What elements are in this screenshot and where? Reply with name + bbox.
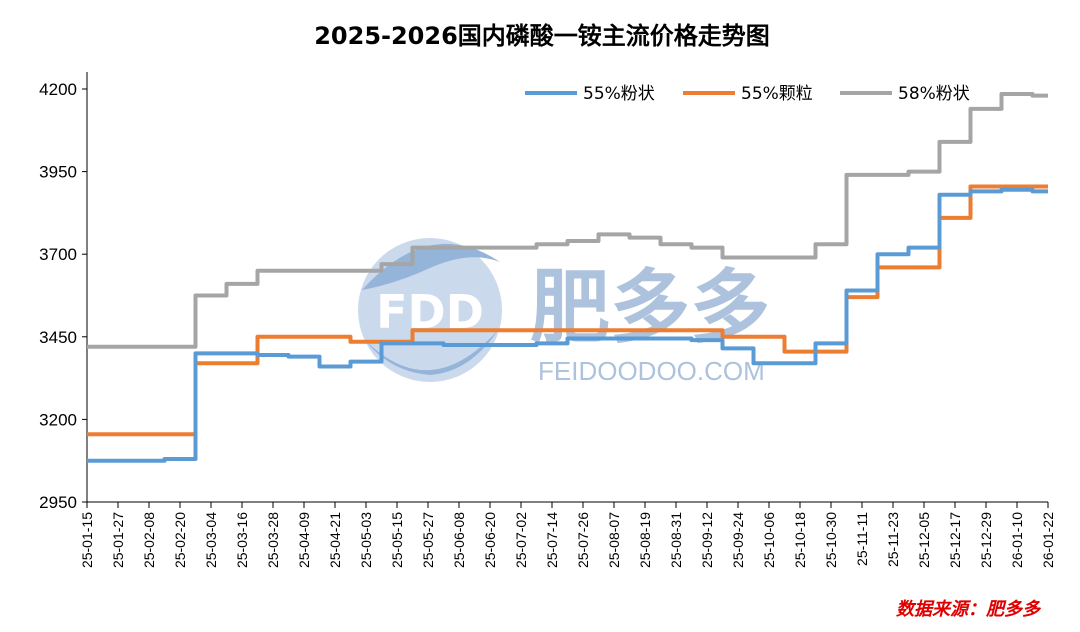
legend-label: 55%颗粒 [741, 84, 813, 104]
legend-label: 55%粉状 [583, 84, 655, 104]
x-tick-label: 25-10-30 [823, 512, 839, 568]
y-tick-label: 3200 [39, 410, 77, 429]
x-tick-label: 25-05-03 [358, 512, 374, 568]
x-tick-label: 25-11-11 [854, 512, 870, 566]
x-tick-label: 25-09-24 [730, 512, 746, 568]
legend: 55%粉状 55%颗粒 58%粉状 [525, 84, 970, 104]
x-tick-label: 25-09-12 [699, 512, 715, 568]
x-tick-label: 25-06-08 [451, 512, 467, 568]
x-tick-label: 25-08-19 [637, 512, 653, 568]
x-tick-label: 26-01-22 [1040, 512, 1056, 568]
x-tick-label: 25-05-15 [389, 512, 405, 568]
series-line-58%粉状 [87, 91, 1048, 349]
series-line-55%颗粒 [87, 184, 1048, 437]
chart-title: 2025-2026国内磷酸一铵主流价格走势图 [314, 22, 770, 50]
x-tick-label: 25-12-17 [947, 512, 963, 568]
watermark: FDD 肥多多 FEIDOODOO.COM [358, 238, 770, 386]
y-tick-label: 2950 [39, 493, 77, 512]
watermark-url: FEIDOODOO.COM [538, 356, 765, 386]
x-tick-label: 25-08-31 [668, 512, 684, 568]
x-tick-label: 25-08-07 [606, 512, 622, 568]
x-tick-label: 25-06-20 [482, 512, 498, 568]
x-tick-label: 25-10-06 [761, 512, 777, 568]
x-tick-label: 25-02-20 [172, 512, 188, 568]
x-tick-label: 25-10-18 [792, 512, 808, 568]
x-tick-label: 25-03-16 [234, 512, 250, 568]
x-tick-label: 25-11-23 [885, 512, 901, 567]
x-tick-label: 25-02-08 [141, 512, 157, 568]
y-tick-label: 4200 [39, 80, 77, 99]
x-tick-label: 25-04-09 [296, 512, 312, 568]
x-tick-label: 25-07-14 [544, 512, 560, 568]
y-tick-label: 3450 [39, 328, 77, 347]
x-tick-label: 25-01-15 [79, 512, 95, 568]
x-tick-label: 25-12-05 [916, 512, 932, 568]
x-tick-label: 25-03-28 [265, 512, 281, 568]
x-tick-label: 25-12-29 [978, 512, 994, 568]
y-tick-label: 3950 [39, 163, 77, 182]
x-tick-label: 25-05-27 [420, 512, 436, 568]
y-tick-label: 3700 [39, 245, 77, 264]
x-tick-label: 25-01-27 [110, 512, 126, 568]
x-tick-label: 26-01-10 [1009, 512, 1025, 568]
x-tick-label: 25-03-04 [203, 512, 219, 568]
series-line-55%粉状 [87, 187, 1048, 463]
x-tick-label: 25-07-26 [575, 512, 591, 568]
x-tick-label: 25-07-02 [513, 512, 529, 568]
legend-label: 58%粉状 [898, 84, 970, 104]
axes: 2950 3200 3450 3700 3950 4200 25-01-15 25-01-27… [39, 72, 1056, 568]
series-layer [87, 91, 1048, 463]
source-note: 数据来源：肥多多 [896, 599, 1042, 620]
x-tick-label: 25-04-21 [327, 512, 343, 568]
